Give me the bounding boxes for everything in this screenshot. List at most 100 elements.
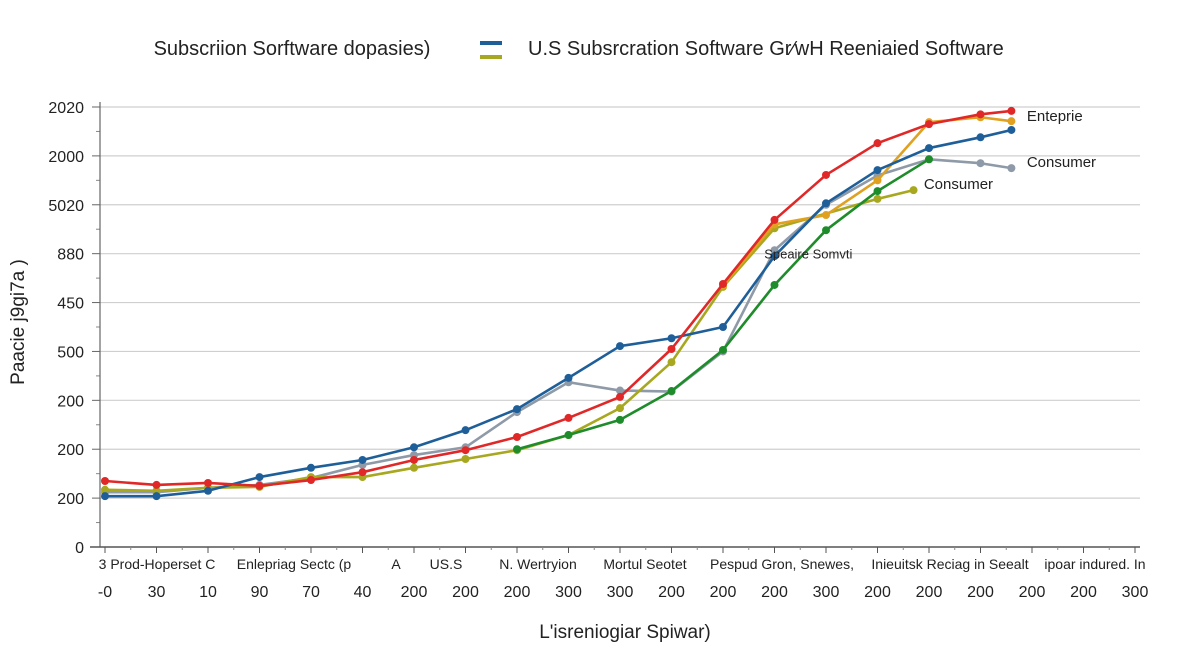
data-point: [564, 413, 573, 422]
x-tick-labels: -0 30 10 90 70 40 200 200 200 300 300 200 200 200 300 2…: [98, 584, 1149, 601]
y-tick-label: 200: [57, 393, 84, 410]
x-category-label: Pespud Gron, Snewes,: [710, 556, 854, 572]
data-point: [307, 463, 315, 472]
data-point: [770, 280, 779, 289]
data-point: [255, 473, 264, 482]
x-category-label: 3 Prod-Hoperset C: [99, 556, 216, 572]
data-point: [873, 187, 882, 196]
series-line: [105, 128, 1012, 498]
data-point: [822, 211, 830, 220]
y-tick-label: 200: [57, 442, 84, 459]
data-point: [564, 373, 573, 382]
data-point: [822, 170, 830, 179]
legend-swatch-olive: [480, 55, 502, 59]
data-point: [410, 463, 418, 472]
series-lines: [101, 106, 1016, 501]
data-point: [410, 443, 418, 452]
y-tick-label: 0: [75, 540, 84, 557]
axes: [90, 102, 1140, 553]
data-point: [873, 166, 882, 175]
x-tick-label: 200: [452, 584, 479, 601]
data-point: [307, 476, 315, 485]
x-tick-label: 200: [710, 584, 737, 601]
x-category-label: N. Wertryion: [499, 556, 577, 572]
x-tick-label: 200: [1070, 584, 1097, 601]
series-line: [104, 188, 914, 493]
x-category-label: Inieuitsk Reciag in Seealt: [871, 556, 1028, 572]
data-point: [616, 404, 624, 413]
data-point: [873, 139, 882, 148]
chart-title-left: Subscriion Sorftware dopasies): [154, 38, 431, 60]
data-point: [976, 133, 985, 142]
x-tick-label: 200: [504, 584, 531, 601]
data-point: [719, 279, 727, 288]
data-point: [925, 144, 933, 153]
x-category-labels: 3 Prod-Hoperset C Enlepriag Sectc (p A US.S…: [99, 556, 1146, 572]
x-tick-label: 200: [658, 584, 685, 601]
x-tick-label: 10: [199, 584, 217, 601]
data-point: [822, 226, 830, 235]
x-axis-label: L'isreniogiar Spiwar): [539, 622, 711, 643]
annotation-label: Consumer: [1027, 154, 1096, 171]
data-point: [101, 477, 109, 485]
series-4: [101, 125, 1016, 501]
data-point: [616, 392, 624, 401]
data-point: [255, 481, 264, 490]
x-tick-label: 200: [401, 584, 428, 601]
data-point: [667, 345, 676, 353]
x-tick-label: 300: [813, 584, 840, 601]
data-point: [616, 415, 624, 424]
x-tick-label: 30: [148, 584, 166, 601]
data-point: [461, 455, 470, 463]
data-point: [770, 215, 779, 224]
data-point: [101, 492, 109, 501]
y-tick-label: 2000: [48, 149, 84, 166]
data-point: [513, 405, 521, 414]
x-tick-label: 300: [555, 584, 582, 601]
annotation-label: Enteprie: [1027, 108, 1083, 125]
y-axis-label: Paacie j9gi7a ): [8, 259, 29, 385]
x-category-label: Mortul Seotet: [603, 556, 686, 572]
data-point: [770, 252, 779, 261]
x-tick-label: 300: [1122, 584, 1149, 601]
series-0: [101, 155, 1016, 497]
y-tick-label: 5020: [48, 198, 84, 215]
data-point: [461, 446, 470, 455]
annotation-label: Speaire Somvti: [764, 247, 852, 262]
series-5: [101, 106, 1016, 490]
y-tick-labels: 0 200 200 200 500 450 880 5020 2000 2020: [48, 100, 84, 557]
x-tick-label: 200: [761, 584, 788, 601]
x-tick-label: 200: [916, 584, 943, 601]
series-line: [105, 158, 1012, 494]
data-point: [925, 120, 933, 129]
data-point: [822, 199, 830, 208]
x-tick-label: 200: [967, 584, 994, 601]
x-category-label: ipoar indured. In: [1044, 556, 1145, 572]
y-tick-label: 500: [57, 344, 84, 361]
data-point: [1007, 106, 1016, 115]
annotation-label: Consumer: [924, 176, 993, 193]
data-point: [101, 485, 109, 494]
annotations: Enteprie Consumer Consumer Speaire Somvti: [764, 108, 1096, 262]
data-point: [461, 426, 470, 435]
data-point: [873, 194, 882, 203]
x-tick-label: 70: [302, 584, 320, 601]
data-point: [667, 358, 676, 367]
data-point: [1007, 117, 1016, 126]
x-tick-label: -0: [98, 584, 112, 601]
data-point: [1007, 125, 1016, 134]
x-category-label: A: [391, 556, 401, 572]
data-point: [925, 155, 933, 164]
data-point: [719, 345, 727, 354]
data-point: [204, 478, 212, 487]
data-point: [204, 486, 212, 495]
x-category-label: US.S: [430, 556, 463, 572]
data-point: [410, 455, 418, 464]
data-point: [1007, 164, 1016, 173]
data-point: [513, 433, 521, 441]
gridlines: [100, 106, 1140, 499]
series-3: [513, 155, 933, 454]
x-category-label: Enlepriag Sectc (p: [237, 556, 352, 572]
y-tick-label: 880: [57, 247, 84, 264]
